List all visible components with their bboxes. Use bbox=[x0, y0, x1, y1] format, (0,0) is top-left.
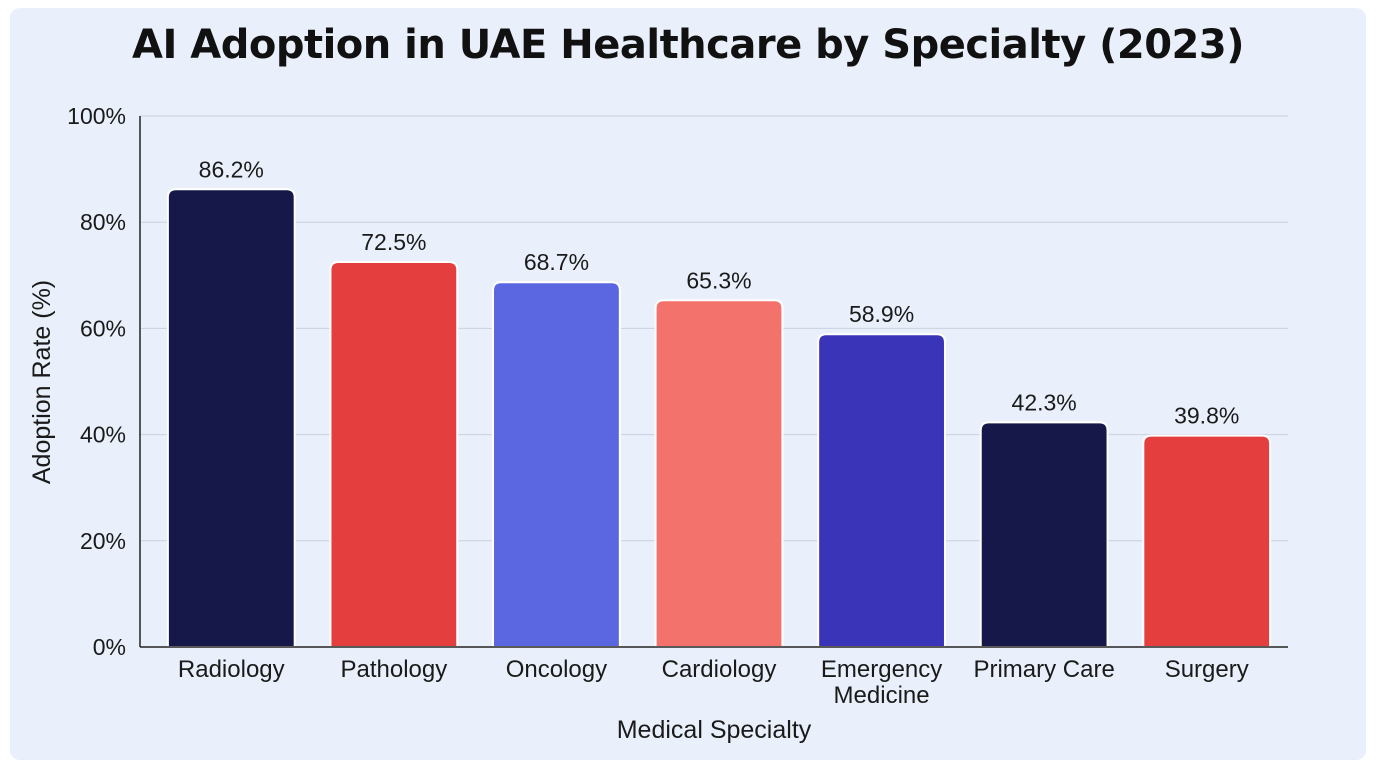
x-axis-label: Medical Specialty bbox=[617, 716, 812, 744]
x-tick-label: Pathology bbox=[340, 656, 447, 683]
bar bbox=[329, 261, 459, 648]
chart-title: AI Adoption in UAE Healthcare by Special… bbox=[132, 22, 1244, 68]
bar bbox=[166, 188, 296, 648]
y-tick-label: 100% bbox=[67, 103, 126, 129]
data-label: 72.5% bbox=[361, 229, 426, 255]
data-label: 86.2% bbox=[199, 156, 264, 182]
data-label: 39.8% bbox=[1174, 403, 1239, 429]
x-tick-label: Radiology bbox=[178, 656, 285, 683]
x-tick-label: Surgery bbox=[1165, 656, 1249, 683]
bar bbox=[654, 299, 784, 648]
data-label: 42.3% bbox=[1012, 389, 1077, 415]
y-axis-label: Adoption Rate (%) bbox=[28, 280, 56, 484]
bar bbox=[1142, 434, 1272, 648]
x-tick-label: Medicine bbox=[834, 682, 930, 709]
x-tick-label: Cardiology bbox=[662, 656, 777, 683]
x-tick-label: Emergency bbox=[821, 656, 942, 683]
y-tick-label: 60% bbox=[80, 315, 126, 341]
bar bbox=[817, 333, 946, 648]
y-tick-label: 0% bbox=[93, 634, 126, 660]
y-tick-label: 40% bbox=[80, 422, 126, 448]
data-label: 58.9% bbox=[849, 301, 914, 327]
bar bbox=[979, 421, 1109, 648]
data-label: 68.7% bbox=[524, 249, 589, 275]
y-tick-label: 20% bbox=[80, 528, 126, 554]
x-tick-label: Primary Care bbox=[973, 656, 1114, 683]
bar bbox=[492, 281, 621, 648]
data-label: 65.3% bbox=[686, 267, 751, 293]
y-tick-label: 80% bbox=[80, 209, 126, 235]
x-tick-label: Oncology bbox=[506, 656, 607, 683]
